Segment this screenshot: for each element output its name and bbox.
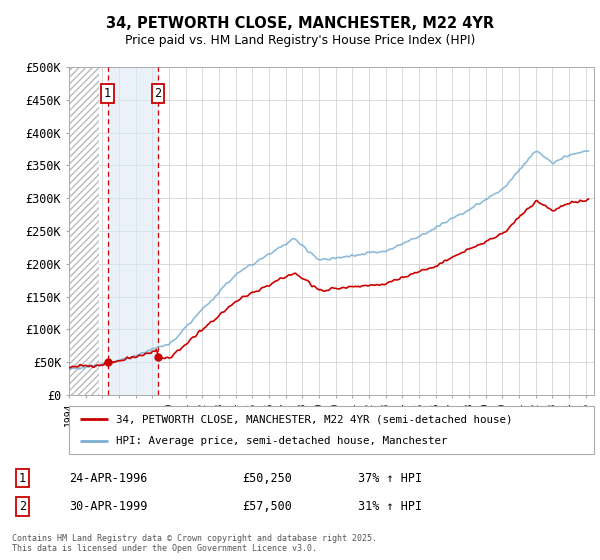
Text: Price paid vs. HM Land Registry's House Price Index (HPI): Price paid vs. HM Land Registry's House …: [125, 34, 475, 46]
Text: 34, PETWORTH CLOSE, MANCHESTER, M22 4YR (semi-detached house): 34, PETWORTH CLOSE, MANCHESTER, M22 4YR …: [116, 414, 513, 424]
Text: 30-APR-1999: 30-APR-1999: [70, 500, 148, 513]
Text: 31% ↑ HPI: 31% ↑ HPI: [358, 500, 422, 513]
Bar: [107, 67, 158, 395]
Text: Contains HM Land Registry data © Crown copyright and database right 2025.
This d: Contains HM Land Registry data © Crown c…: [12, 534, 377, 553]
Text: 37% ↑ HPI: 37% ↑ HPI: [358, 472, 422, 485]
Text: 2: 2: [19, 500, 26, 513]
Text: 34, PETWORTH CLOSE, MANCHESTER, M22 4YR: 34, PETWORTH CLOSE, MANCHESTER, M22 4YR: [106, 16, 494, 31]
Text: £50,250: £50,250: [242, 472, 292, 485]
Text: £57,500: £57,500: [242, 500, 292, 513]
Text: HPI: Average price, semi-detached house, Manchester: HPI: Average price, semi-detached house,…: [116, 436, 448, 446]
Bar: [69, 67, 99, 395]
Text: 24-APR-1996: 24-APR-1996: [70, 472, 148, 485]
FancyBboxPatch shape: [69, 406, 594, 454]
Text: 1: 1: [104, 87, 111, 100]
Text: 1: 1: [19, 472, 26, 485]
Text: 2: 2: [154, 87, 161, 100]
